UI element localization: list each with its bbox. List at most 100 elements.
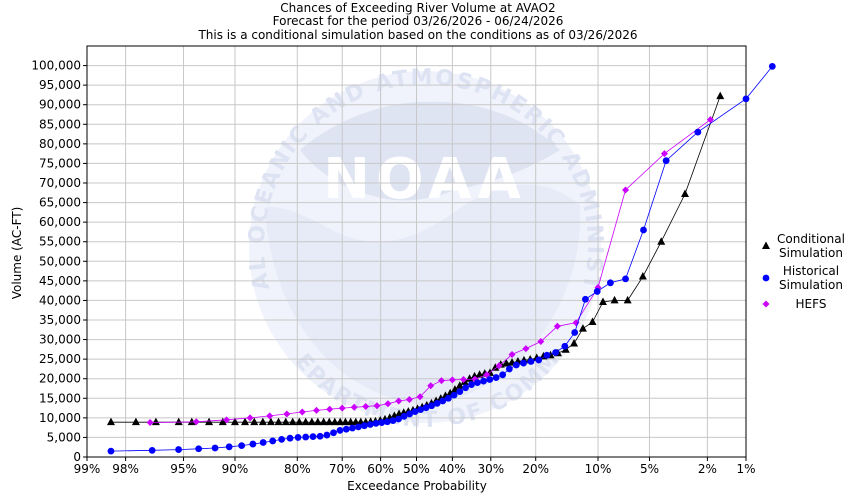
data-point [570,338,579,347]
data-point [338,404,346,412]
data-point [450,391,458,399]
data-point [460,375,468,383]
data-point [205,417,214,426]
data-point [259,439,267,446]
x-tick-label: 80% [284,462,311,476]
data-point [336,426,344,434]
data-point [512,361,520,369]
legend: ConditionalSimulationHistoricalSimulatio… [762,232,845,311]
data-point [491,363,500,371]
chart-subtitle-conditions: This is a conditional simulation based o… [197,28,637,42]
x-tick-label: 95% [170,462,197,476]
y-tick-label: 70,000 [39,176,81,190]
data-point [281,417,290,426]
data-point [561,342,569,350]
data-point [537,338,545,346]
data-point [366,421,374,428]
data-point [383,418,391,426]
y-tick-label: 75,000 [39,156,81,170]
data-point [657,237,666,245]
data-point [502,358,511,367]
series-hefs [146,116,714,427]
data-point [582,295,589,303]
y-axis-label: Volume (AC-FT) [10,207,24,300]
data-point [607,279,614,287]
x-tick-label: 90% [222,462,249,476]
data-point [241,417,250,426]
data-point [505,365,513,373]
data-point [716,91,725,100]
data-point [499,371,507,379]
data-point [662,157,670,165]
y-tick-label: 10,000 [39,411,81,425]
x-axis-label: Exceedance Probability [347,479,487,493]
data-point [389,417,397,424]
x-axis: 99% 98% 95% 90% 80% 70% 60% 50% 40% 30% 20% 10% 5% 2%… [74,457,756,476]
data-point [250,417,259,426]
data-point [249,440,257,448]
x-tick-label: 99% [74,462,101,476]
data-point [444,394,452,402]
data-point [349,424,356,432]
grid-lines [86,46,747,458]
data-point [527,358,535,365]
y-tick-label: 80,000 [39,137,81,151]
data-point [405,395,413,403]
series-historical-simulation [107,62,776,455]
legend-marker [762,241,770,249]
x-tick-label: 2% [698,462,717,476]
data-point [283,410,291,418]
data-point [768,62,776,70]
data-point [325,417,334,426]
x-tick-label: 10% [585,462,612,476]
data-point [175,446,182,453]
series-layer [106,62,776,455]
y-tick-label: 35,000 [39,313,81,327]
y-tick-label: 50,000 [39,254,81,268]
y-tick-label: 55,000 [39,235,81,249]
data-point [433,399,441,407]
x-tick-label: 20% [522,462,549,476]
data-point [417,406,424,414]
data-point [437,377,445,385]
data-point [681,189,690,197]
data-point [622,186,630,194]
data-point [187,417,196,426]
data-point [378,419,386,426]
y-tick-label: 100,000 [31,59,81,73]
data-point [211,444,219,452]
data-point [330,429,337,437]
data-point [660,150,668,158]
y-tick-label: 95,000 [39,78,81,92]
data-point [131,417,140,426]
data-point [192,418,200,426]
data-point [355,423,362,431]
data-point [294,434,302,441]
legend-label: Simulation [779,278,843,292]
data-point [416,393,424,401]
data-point [742,95,750,103]
y-tick-label: 40,000 [39,293,81,307]
y-tick-label: 45,000 [39,274,81,288]
data-point [301,417,310,426]
data-point [295,417,304,426]
data-point [286,434,294,442]
data-point [422,404,430,412]
x-tick-label: 40% [439,462,466,476]
data-point [572,319,580,327]
data-point [492,374,500,381]
data-point [508,350,516,358]
data-point [706,116,714,124]
data-point [361,422,368,430]
data-point [694,128,702,136]
data-point [552,349,560,356]
data-point [230,417,239,426]
data-point [465,374,474,382]
x-tick-label: 30% [477,462,504,476]
data-point [278,435,286,443]
data-point [598,297,607,305]
data-point [395,397,403,405]
data-point [195,445,203,453]
